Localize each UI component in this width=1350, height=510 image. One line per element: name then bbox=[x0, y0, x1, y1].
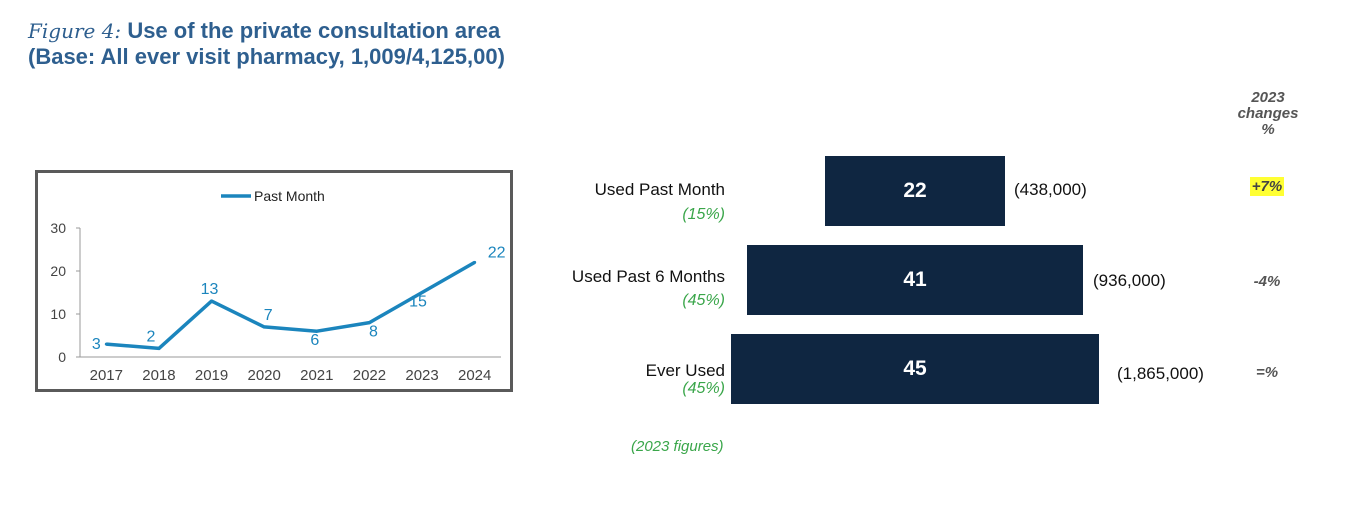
x-tick-label: 2020 bbox=[248, 367, 281, 384]
title-base: (Base: All ever visit pharmacy, 1,009/4,… bbox=[28, 44, 505, 69]
funnel-label-ever-used: Ever Used bbox=[645, 361, 725, 380]
line-chart-panel: 0 10 20 30 2017 2018 2019 2020 2021 2022 2023 2024 P… bbox=[35, 170, 513, 392]
funnel-count-ever-used: (1,865,000) bbox=[1117, 364, 1204, 383]
y-tick-label: 0 bbox=[58, 349, 66, 365]
data-point bbox=[104, 342, 108, 346]
funnel-pct-ever-used: (45%) bbox=[682, 380, 725, 397]
data-point bbox=[262, 325, 266, 329]
data-label: 7 bbox=[264, 307, 273, 324]
y-tick-label: 30 bbox=[50, 220, 66, 236]
data-label: 2 bbox=[146, 328, 155, 345]
data-label: 8 bbox=[369, 324, 378, 341]
funnel-label-past-month: Used Past Month bbox=[594, 180, 725, 199]
changes-header-word: changes bbox=[1237, 105, 1299, 122]
funnel-bar-past-6-months: 41 bbox=[747, 245, 1083, 315]
data-point bbox=[315, 329, 319, 333]
funnel-count-past-6-months: (936,000) bbox=[1093, 271, 1166, 290]
figure-title: Figure 4: Use of the private consultatio… bbox=[28, 18, 505, 70]
series-line-past-month bbox=[106, 260, 476, 351]
changes-header: 2023 changes % bbox=[1232, 90, 1304, 138]
funnel-label-past-6-months: Used Past 6 Months bbox=[571, 267, 725, 286]
data-point bbox=[473, 260, 477, 264]
x-tick-label: 2018 bbox=[142, 367, 175, 384]
line-chart: 0 10 20 30 2017 2018 2019 2020 2021 2022 2023 2024 P… bbox=[50, 188, 506, 384]
funnel-count-past-month: (438,000) bbox=[1014, 180, 1087, 199]
funnel-pct-past-6-months: (45%) bbox=[682, 292, 725, 309]
funnel-footnote: (2023 figures) bbox=[631, 438, 724, 455]
data-point bbox=[420, 291, 424, 294]
changes-header-unit: % bbox=[1261, 121, 1275, 138]
funnel-change-ever-used: =% bbox=[1255, 364, 1279, 381]
funnel-bar-ever-used: 45 bbox=[731, 334, 1099, 404]
data-point bbox=[367, 321, 371, 325]
x-tick-label: 2019 bbox=[195, 367, 228, 384]
legend-label: Past Month bbox=[254, 188, 325, 204]
x-tick-label: 2022 bbox=[353, 367, 386, 384]
title-main: Use of the private consultation area bbox=[127, 18, 501, 43]
data-point bbox=[157, 346, 161, 350]
data-label: 15 bbox=[409, 294, 427, 311]
data-label: 22 bbox=[488, 244, 506, 261]
funnel-change-past-6-months: -4% bbox=[1253, 273, 1281, 290]
funnel-bar-past-month: 22 bbox=[825, 156, 1005, 226]
x-tick-label: 2017 bbox=[90, 367, 123, 384]
funnel-pct-past-month: (15%) bbox=[682, 206, 725, 223]
figure-label: Figure 4: bbox=[28, 19, 122, 43]
y-tick-label: 10 bbox=[50, 306, 66, 322]
data-label: 13 bbox=[201, 281, 219, 298]
data-label: 3 bbox=[92, 336, 101, 353]
funnel-change-past-month: +7% bbox=[1237, 177, 1297, 196]
funnel-change-past-month-value: +7% bbox=[1249, 177, 1285, 196]
y-tick-label: 20 bbox=[50, 263, 66, 279]
data-point bbox=[210, 299, 214, 303]
x-tick-label: 2024 bbox=[458, 367, 491, 384]
changes-header-year: 2023 bbox=[1251, 89, 1285, 106]
data-label: 6 bbox=[310, 332, 319, 349]
x-tick-label: 2021 bbox=[300, 367, 333, 384]
x-tick-label: 2023 bbox=[405, 367, 438, 384]
